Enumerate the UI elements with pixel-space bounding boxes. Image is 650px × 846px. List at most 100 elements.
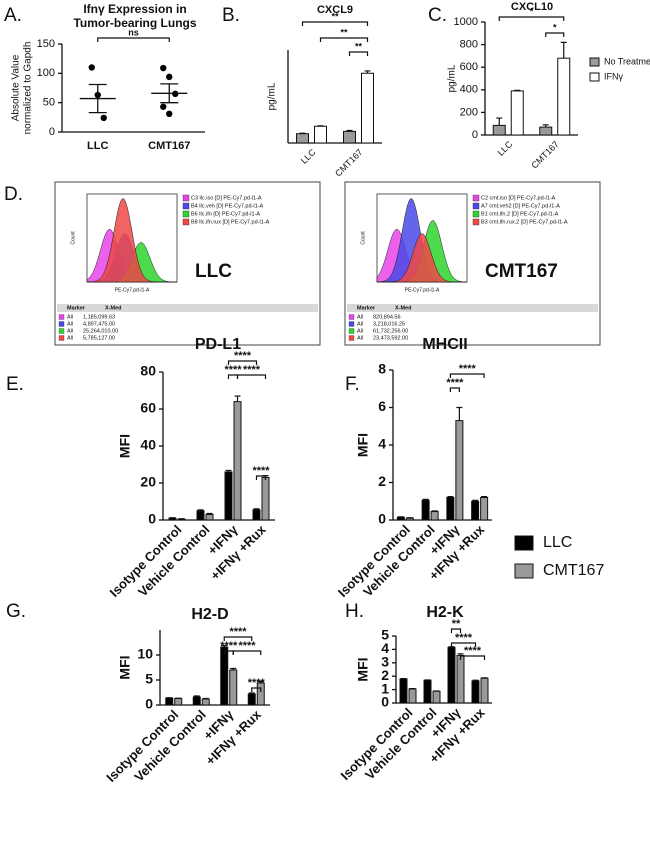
y-tick-label: 80 [140, 363, 156, 379]
significance-bracket [97, 37, 170, 42]
error-bar [364, 70, 371, 74]
table-cell: All [67, 335, 73, 341]
y-tick-label: 800 [460, 39, 478, 51]
significance-label: ns [128, 27, 139, 37]
x-tick-label: CMT167 [148, 140, 190, 152]
significance-bracket [450, 628, 462, 633]
chart-title: Tumor-bearing Lungs [73, 16, 196, 30]
y-tick-label: 1 [381, 680, 389, 696]
table-cell: All [357, 328, 363, 334]
table-cell: 61,732,256.00 [373, 328, 408, 334]
bar [396, 516, 405, 521]
bar [405, 517, 414, 521]
bar [361, 72, 374, 144]
error-bar [431, 510, 438, 512]
significance-bracket [301, 21, 369, 26]
data-point [166, 73, 173, 81]
histogram-y-label: Count [70, 231, 76, 245]
panel-label: A. [4, 5, 22, 26]
error-bar [456, 406, 463, 421]
bar [447, 646, 456, 704]
histogram-curve [377, 233, 467, 283]
significance-bracket [498, 16, 565, 21]
bar [196, 510, 205, 521]
significance-label: **** [464, 645, 482, 657]
y-tick-label: 20 [140, 474, 156, 490]
bar [480, 677, 489, 704]
histogram-y-label: Count [360, 231, 366, 245]
error-bar [197, 509, 204, 511]
table-header-cell: Marker [67, 305, 86, 311]
error-bar [225, 469, 232, 472]
bar [314, 125, 327, 144]
y-tick-label: 600 [460, 61, 478, 73]
data-point [166, 110, 173, 118]
chart-title: MHCII [422, 336, 467, 353]
significance-label: **** [224, 364, 242, 376]
significance-label: **** [220, 640, 238, 652]
error-bar [447, 495, 454, 498]
legend-swatch [472, 210, 480, 218]
table-header-cell: X-Med [105, 305, 122, 311]
significance-label: **** [243, 364, 261, 376]
bar [421, 499, 430, 521]
bar [557, 57, 571, 136]
x-tick-label: LLC [299, 147, 318, 166]
bar [201, 698, 210, 706]
significance-bracket [227, 360, 258, 365]
y-tick-label: 0 [148, 511, 156, 527]
y-axis-label: MFI [355, 657, 371, 681]
table-cell: 1,185,099.63 [83, 314, 115, 320]
histogram-curve [86, 198, 177, 283]
bar [423, 679, 432, 704]
table-cell: 4,897,475.00 [83, 321, 115, 327]
significance-bracket [223, 636, 253, 641]
y-axis-label: Absolute Value [11, 54, 22, 121]
bar [455, 420, 464, 521]
y-tick-label: 8 [378, 361, 386, 377]
bar [224, 471, 233, 521]
table-cell: All [67, 328, 73, 334]
legend-swatch [472, 194, 480, 202]
chart-title: Ifnγ Expression in [83, 2, 186, 16]
significance-bracket [236, 374, 267, 379]
significance-label: * [553, 22, 557, 32]
y-tick-label: 150 [37, 38, 55, 50]
table-cell: 3,218,016.25 [373, 321, 405, 327]
y-tick-label: 40 [140, 437, 156, 453]
significance-label: ** [452, 618, 461, 630]
y-tick-label: 2 [378, 473, 386, 489]
error-bar [248, 692, 255, 694]
legend-label: B4 llc.veh [D] PE-Cy7.pd-l1-A [191, 203, 263, 209]
bar [233, 401, 242, 521]
table-cell: 820,894.56 [373, 314, 401, 320]
y-axis-label: pg/mL [447, 64, 458, 92]
y-tick-label: 4 [381, 640, 389, 656]
panel-label: B. [222, 5, 240, 26]
legend-label: C3 llc.iso [D] PE-Cy7.pd-l1-A [191, 195, 262, 201]
legend-label: B6 llc.ifn [D] PE-Cy7.pd-l1-A [191, 211, 260, 217]
table-cell: All [357, 314, 363, 320]
bar [471, 500, 480, 521]
y-axis-label: MFI [117, 434, 133, 458]
legend-swatch [182, 218, 190, 226]
histogram-x-label: PE-Cy7.pd-l1-A [405, 287, 440, 293]
y-axis-label: MFI [117, 655, 133, 679]
table-header [57, 304, 318, 312]
row-swatch [58, 321, 65, 327]
panel-label: F. [345, 374, 360, 395]
panel-label: D. [4, 184, 23, 205]
x-tick-label: CMT167 [333, 147, 364, 178]
error-bar [160, 83, 179, 104]
bar [165, 697, 174, 706]
bar [408, 688, 417, 704]
error-bar [472, 679, 479, 681]
panel-label: C. [428, 5, 447, 26]
y-tick-label: 6 [378, 398, 386, 414]
significance-label: **** [459, 363, 477, 375]
significance-bracket [449, 387, 460, 392]
bar [192, 696, 201, 706]
bar [471, 680, 480, 704]
bar [446, 497, 455, 521]
y-tick-label: 0 [49, 126, 55, 138]
